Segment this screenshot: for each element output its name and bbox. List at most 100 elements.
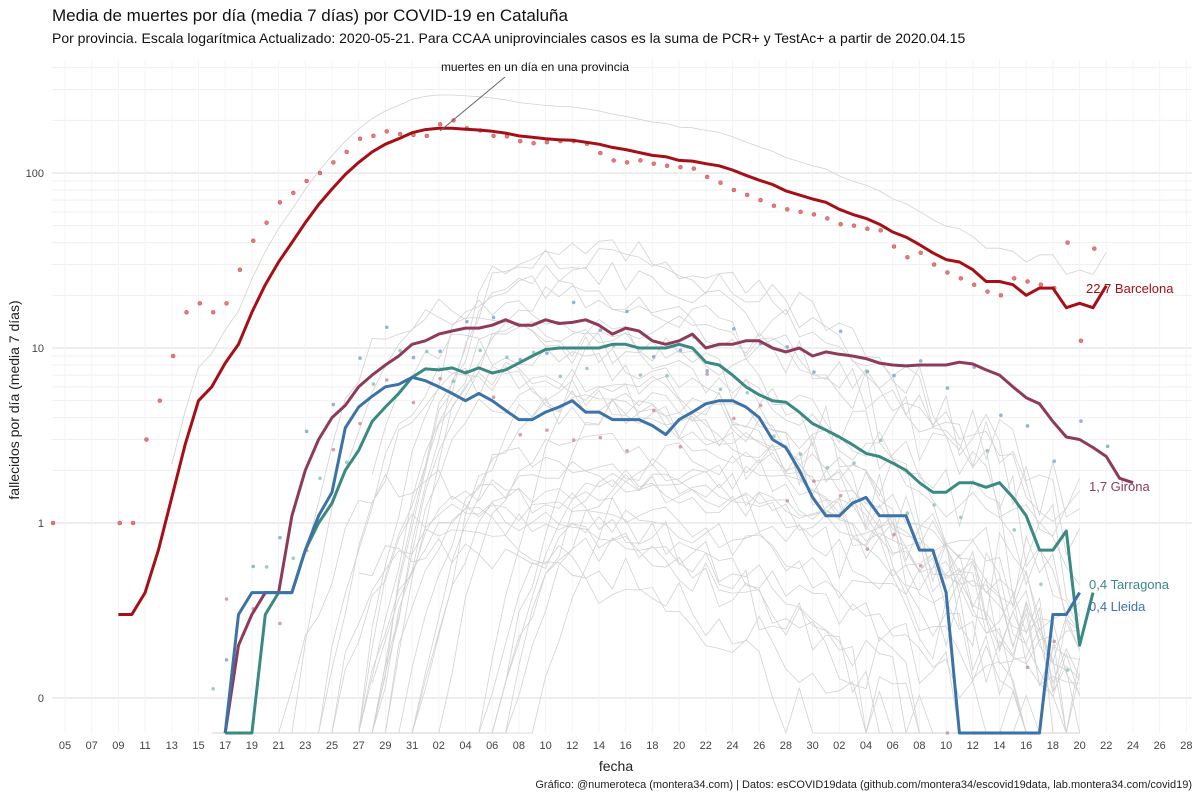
girona-daily-point bbox=[1052, 459, 1057, 463]
girona-daily-point bbox=[625, 309, 629, 314]
tarragona-end-label: 0,4 Tarragona bbox=[1089, 577, 1170, 592]
lleida-daily-point bbox=[678, 445, 683, 449]
background-province-line bbox=[304, 309, 1080, 734]
x-tick-label: 11 bbox=[139, 740, 150, 752]
barcelona-line bbox=[118, 126, 1108, 616]
x-tick-label: 08 bbox=[513, 740, 525, 752]
barcelona-daily-point bbox=[210, 310, 216, 315]
tarragona-daily-point bbox=[585, 366, 589, 371]
tarragona-daily-point bbox=[318, 476, 322, 481]
barcelona-daily-point bbox=[424, 133, 430, 139]
barcelona-daily-point bbox=[945, 270, 950, 275]
y-tick-label: 0 bbox=[38, 693, 44, 705]
barcelona-daily-point bbox=[811, 212, 817, 217]
barcelona-daily-point bbox=[291, 190, 296, 196]
barcelona-daily-point bbox=[251, 238, 256, 244]
barcelona-daily-point bbox=[237, 267, 243, 272]
tarragona-daily-point bbox=[905, 511, 910, 515]
x-tick-label: 14 bbox=[993, 740, 1005, 752]
lleida-daily-point bbox=[812, 479, 816, 484]
barcelona-daily-point bbox=[798, 209, 803, 215]
background-province-line bbox=[372, 463, 1080, 734]
girona-daily-point bbox=[892, 373, 896, 378]
barcelona-daily-point bbox=[678, 164, 683, 170]
girona-daily-point bbox=[331, 402, 336, 407]
barcelona-end-label: 22,7 Barcelona bbox=[1086, 281, 1174, 296]
barcelona-daily-point bbox=[825, 216, 830, 221]
tarragona-daily-point bbox=[505, 355, 509, 360]
lleida-daily-point bbox=[625, 449, 629, 453]
tarragona-daily-point bbox=[825, 465, 830, 470]
x-tick-label: 07 bbox=[86, 740, 98, 752]
barcelona-daily-point bbox=[905, 255, 910, 260]
barcelona-daily-point bbox=[638, 158, 643, 163]
x-tick-label: 12 bbox=[566, 740, 578, 752]
lleida-daily-point bbox=[892, 532, 896, 537]
x-tick-label: 04 bbox=[459, 740, 471, 752]
barcelona-daily-point bbox=[50, 520, 56, 526]
x-tick-label: 10 bbox=[539, 740, 551, 752]
lleida-daily-point bbox=[1025, 665, 1030, 670]
lleida-daily-point bbox=[384, 378, 389, 382]
tarragona-daily-point bbox=[398, 348, 402, 353]
background-province-line bbox=[171, 94, 1107, 465]
chart-caption: Gráfico: @numeroteca (montera34.com) | D… bbox=[535, 779, 1192, 791]
lleida-daily-point bbox=[358, 421, 362, 426]
barcelona-daily-point bbox=[838, 221, 843, 227]
girona-daily-point bbox=[812, 370, 816, 374]
barcelona-daily-point bbox=[664, 163, 670, 169]
girona-daily-point bbox=[1025, 424, 1030, 428]
grid bbox=[52, 60, 1192, 733]
lleida-daily-point bbox=[945, 731, 950, 735]
barcelona-daily-point bbox=[1025, 279, 1030, 284]
barcelona-daily-point bbox=[718, 180, 723, 185]
background-province-line bbox=[345, 315, 1080, 734]
girona-daily-point bbox=[465, 319, 469, 324]
lleida-daily-point bbox=[278, 621, 282, 626]
girona-daily-point bbox=[224, 658, 229, 662]
barcelona-daily-point bbox=[304, 178, 309, 184]
x-tick-label: 18 bbox=[646, 740, 658, 752]
barcelona-daily-point bbox=[1078, 338, 1084, 344]
lleida-daily-point bbox=[705, 372, 709, 376]
barcelona-daily-point bbox=[144, 437, 149, 442]
barcelona-daily-point bbox=[731, 187, 737, 193]
girona-daily-point bbox=[278, 535, 282, 540]
annotation-pointer bbox=[439, 76, 506, 132]
girona-daily-point bbox=[838, 329, 843, 334]
x-tick-label: 29 bbox=[379, 740, 391, 752]
x-tick-label: 16 bbox=[1020, 740, 1032, 752]
x-tick-label: 14 bbox=[593, 740, 605, 752]
girona-daily-point bbox=[384, 325, 389, 330]
barcelona-daily-point bbox=[331, 160, 336, 165]
background-province-line bbox=[358, 537, 1080, 735]
girona-end-label: 1,7 Girona bbox=[1089, 479, 1150, 494]
tarragona-daily-point bbox=[1012, 528, 1016, 532]
x-tick-label: 10 bbox=[940, 740, 952, 752]
background-province-line bbox=[265, 239, 1080, 734]
tarragona-daily-point bbox=[638, 373, 643, 377]
end-labels: 22,7 Barcelona 1,7 Girona 0,4 Tarragona 0,4… bbox=[1086, 281, 1174, 614]
girona-daily-point bbox=[1105, 444, 1110, 449]
barcelona-daily-point bbox=[985, 289, 990, 294]
background-province-line bbox=[345, 387, 1080, 734]
lleida-daily-point bbox=[491, 395, 496, 400]
girona-daily-point bbox=[945, 386, 950, 390]
barcelona-daily-point bbox=[651, 161, 656, 166]
x-axis-label: fecha bbox=[598, 758, 634, 774]
girona-daily-point bbox=[732, 327, 736, 331]
background-province-line bbox=[371, 261, 1080, 734]
barcelona-daily-point bbox=[865, 226, 870, 232]
barcelona-daily-point bbox=[531, 140, 536, 146]
axis-ticks: 0 1 10 100 05 07 09 11 13 15 17 19 21 23 25 27 29 31 02 04 0… bbox=[26, 168, 1193, 752]
barcelona-daily-point bbox=[598, 150, 603, 156]
tarragona-daily-point bbox=[665, 373, 669, 378]
y-tick-label: 100 bbox=[26, 168, 44, 180]
lleida-daily-point bbox=[758, 403, 763, 408]
background-province-line bbox=[305, 461, 1080, 734]
barcelona-daily-point bbox=[931, 262, 937, 267]
x-tick-label: 13 bbox=[166, 740, 178, 752]
barcelona-daily-point bbox=[1038, 282, 1044, 287]
barcelona-daily-point bbox=[691, 166, 697, 171]
girona-daily-point bbox=[304, 429, 309, 434]
